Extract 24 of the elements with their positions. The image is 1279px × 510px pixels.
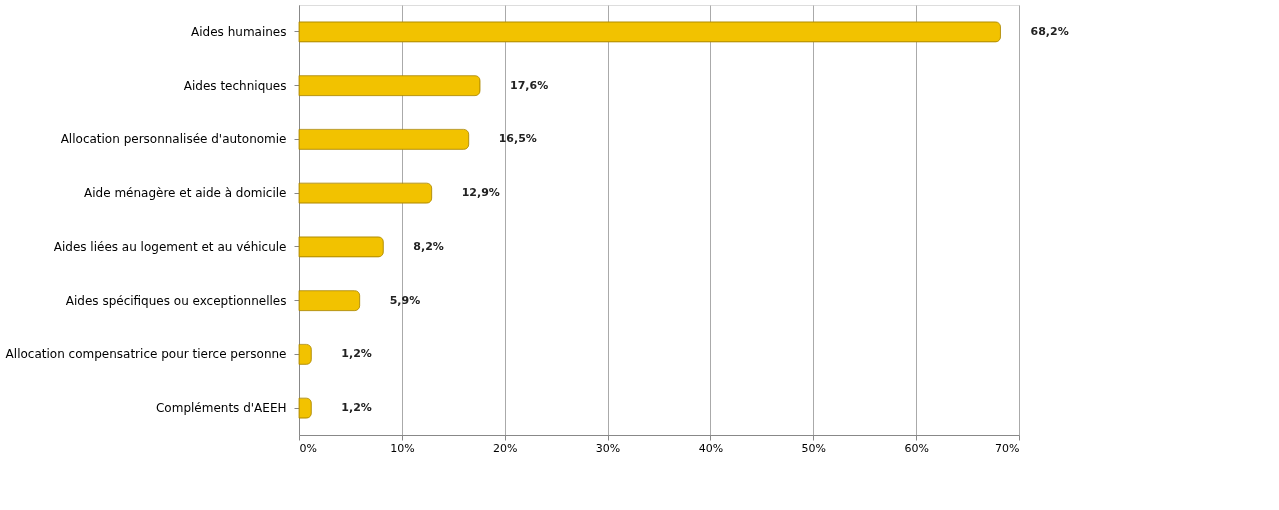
x-tick-label: 30%: [595, 441, 621, 455]
x-tick-label: 40%: [698, 441, 724, 455]
x-tick-label: 20%: [492, 441, 518, 455]
data-label: 1,2%: [341, 347, 372, 361]
data-label: 17,6%: [510, 78, 549, 92]
x-tick-label: 10%: [390, 441, 415, 455]
x-tick-label: 70%: [995, 441, 1020, 455]
data-label: 1,2%: [341, 401, 372, 415]
data-label: 8,2%: [413, 239, 444, 253]
x-tick-label: 50%: [801, 441, 827, 455]
y-tick-label: Aides liées au logement et au véhicule: [53, 239, 287, 254]
data-label: 12,9%: [461, 186, 500, 200]
x-tick-label: 0%: [299, 441, 317, 455]
data-label: 5,9%: [389, 293, 421, 307]
data-label: 16,5%: [498, 132, 537, 146]
y-tick-label: Allocation personnalisée d'autonomie: [60, 132, 287, 147]
y-tick-label: Aide ménagère et aide à domicile: [84, 186, 287, 201]
y-tick-label: Aides techniques: [183, 78, 287, 93]
x-tick-label: 60%: [904, 441, 929, 455]
y-tick-label: Aides humaines: [191, 24, 287, 39]
data-label: 68,2%: [1030, 24, 1069, 38]
y-tick-label: Aides spécifiques ou exceptionnelles: [65, 293, 287, 308]
y-tick-label: Allocation compensatrice pour tierce personne: [5, 347, 287, 362]
y-tick-label: Compléments d'AEEH: [155, 401, 287, 416]
